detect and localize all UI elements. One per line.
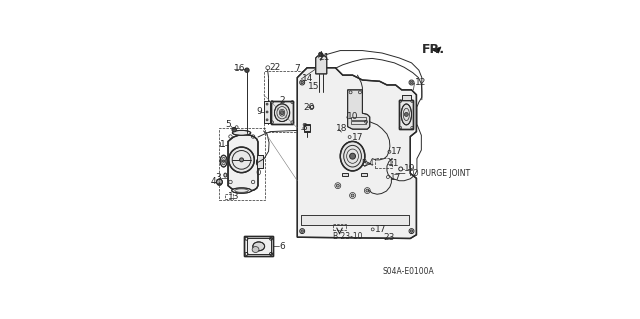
Bar [247,239,271,255]
Bar [244,236,273,256]
Circle shape [410,81,413,84]
Bar [264,71,316,132]
Text: 10: 10 [347,112,358,121]
Ellipse shape [252,247,259,252]
Ellipse shape [224,173,227,177]
Ellipse shape [232,130,251,135]
Bar [257,155,263,168]
Circle shape [244,68,249,72]
Ellipse shape [253,242,264,251]
Text: — TO PURGE JOINT: — TO PURGE JOINT [399,169,470,178]
Circle shape [337,184,339,187]
Text: 21: 21 [319,53,330,63]
Bar [304,124,310,131]
Bar [351,121,366,124]
Text: 17: 17 [390,173,401,182]
Text: 13: 13 [228,192,239,201]
Circle shape [239,158,243,162]
Bar [257,155,263,168]
Text: 14: 14 [301,74,313,83]
Circle shape [216,179,222,185]
Text: 1: 1 [220,140,226,149]
Text: 8: 8 [301,123,307,132]
Circle shape [404,113,408,116]
Text: 2: 2 [280,96,285,105]
Bar [244,236,273,256]
Polygon shape [433,47,441,53]
Circle shape [349,153,355,159]
Circle shape [266,119,268,121]
Text: 5: 5 [225,120,231,129]
Bar [264,101,270,123]
Ellipse shape [340,141,365,171]
Ellipse shape [257,159,261,166]
Ellipse shape [232,188,252,193]
Text: 11: 11 [388,159,399,168]
Text: 17: 17 [374,225,386,234]
Circle shape [366,189,369,192]
Text: B-4: B-4 [361,159,374,168]
Bar [333,225,346,230]
Text: 6: 6 [280,242,285,251]
Bar [271,101,293,124]
Circle shape [351,194,354,197]
Bar [361,173,367,176]
Text: S04A-E0100A: S04A-E0100A [383,267,435,276]
Text: 16: 16 [234,64,246,73]
Polygon shape [316,56,327,74]
Bar [399,100,413,129]
Bar [374,158,392,168]
Text: 17: 17 [392,147,403,156]
Bar [399,100,413,129]
Bar [402,95,411,100]
Text: 7: 7 [294,64,300,73]
Bar [301,215,409,225]
Circle shape [301,230,303,232]
Bar [301,215,409,225]
Text: FR.: FR. [422,43,445,56]
Polygon shape [348,90,370,129]
Ellipse shape [275,104,290,122]
Bar [304,125,310,132]
Text: 22: 22 [269,63,281,71]
Text: 9: 9 [257,108,262,116]
Circle shape [280,111,284,115]
Text: 15: 15 [308,82,319,91]
Circle shape [232,128,236,132]
Ellipse shape [220,155,227,167]
Text: 12: 12 [415,78,427,86]
Text: 20: 20 [303,102,315,112]
Circle shape [299,85,303,89]
Text: 4: 4 [211,177,216,186]
Text: 3: 3 [215,173,221,182]
Bar [264,101,270,123]
Circle shape [301,81,303,84]
Polygon shape [228,135,258,191]
Bar [220,128,265,200]
Text: 23: 23 [384,233,395,242]
Text: B 23-10: B 23-10 [333,232,362,241]
Circle shape [228,147,254,173]
Circle shape [222,160,225,162]
Text: 19: 19 [404,165,415,174]
Polygon shape [298,68,417,239]
Circle shape [266,111,268,113]
Circle shape [410,230,413,232]
Bar [271,101,293,124]
Ellipse shape [401,104,412,125]
Bar [342,173,348,176]
Bar [225,194,234,199]
Circle shape [266,103,268,105]
Circle shape [319,52,323,56]
Text: 17: 17 [351,132,363,142]
Text: 18: 18 [336,124,348,133]
Bar [351,117,366,120]
Bar [402,95,411,100]
